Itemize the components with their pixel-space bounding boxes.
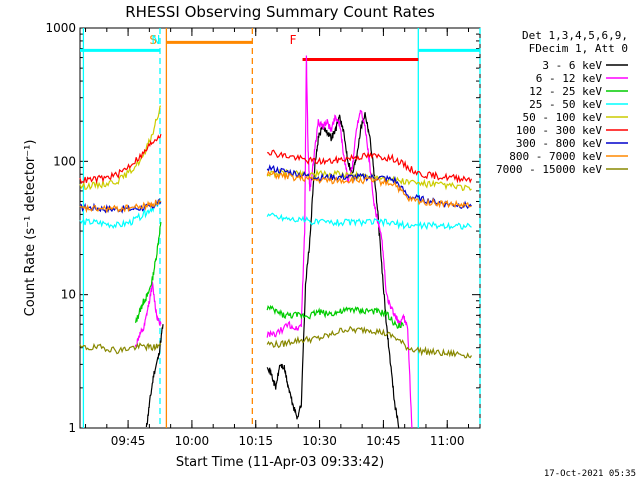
x-axis-label: Start Time (11-Apr-03 09:33:42): [176, 455, 384, 470]
y-tick-label: 10: [61, 288, 76, 302]
x-tick-label: 11:00: [430, 434, 465, 448]
series-lines: [79, 55, 473, 429]
legend-label: 100 - 300 keV: [516, 124, 602, 137]
annotation-F: F: [290, 33, 297, 47]
legend-label: 800 - 7000 keV: [509, 150, 602, 163]
series-line-9: [79, 342, 162, 355]
axis-ticks: 1 10 100 1000 09:45 10:00 10:15 10:30 10:45 11:00: [45, 21, 480, 448]
x-tick-label: 10:45: [366, 434, 401, 448]
series-line-2: [266, 55, 413, 429]
x-tick-label: 10:00: [175, 434, 210, 448]
series-line-6: [267, 149, 473, 184]
series-line-5: [266, 168, 472, 192]
x-tick-label: 10:15: [238, 434, 273, 448]
series-line-4: [266, 212, 472, 231]
chart-title: RHESSI Observing Summary Count Rates: [125, 3, 435, 21]
annotation-N: N: [151, 33, 160, 47]
legend-label: 50 - 100 keV: [523, 111, 603, 124]
legend: Det 1,3,4,5,6,9,FDecim 1, Att 0 3 - 6 keV…: [496, 29, 628, 176]
series-line-3: [134, 222, 162, 324]
series-line-3: [266, 304, 404, 329]
x-tick-label: 09:45: [111, 434, 146, 448]
annotation-S: S: [149, 33, 157, 47]
plot-frame: [79, 27, 481, 429]
series-line-1: [266, 112, 400, 429]
event-bars: [80, 40, 480, 62]
y-tick-label: 1000: [45, 21, 76, 35]
legend-label: 12 - 25 keV: [529, 85, 602, 98]
event-annotations: SN F: [149, 33, 296, 47]
footer-timestamp: 17-Oct-2021 05:35: [544, 469, 636, 479]
y-tick-label: 100: [53, 154, 76, 168]
series-line-2: [134, 281, 162, 348]
x-tick-label: 10:30: [302, 434, 337, 448]
series-line-5: [79, 105, 162, 191]
series-line-9: [266, 325, 473, 359]
legend-label: 25 - 50 keV: [529, 98, 602, 111]
y-tick-label: 1: [68, 421, 76, 435]
series-line-6: [79, 133, 162, 185]
legend-label: 3 - 6 keV: [542, 59, 602, 72]
series-line-8: [79, 199, 161, 214]
series-line-8: [266, 170, 472, 209]
legend-label: 7000 - 15000 keV: [496, 163, 602, 176]
legend-label: 300 - 800 keV: [516, 137, 602, 150]
legend-header: Det 1,3,4,5,6,9,: [522, 29, 628, 42]
legend-label: 6 - 12 keV: [536, 72, 603, 85]
y-axis-label: Count Rate (s⁻¹ detector⁻¹): [23, 140, 38, 317]
series-line-4: [79, 200, 162, 229]
legend-header: FDecim 1, Att 0: [529, 42, 628, 55]
